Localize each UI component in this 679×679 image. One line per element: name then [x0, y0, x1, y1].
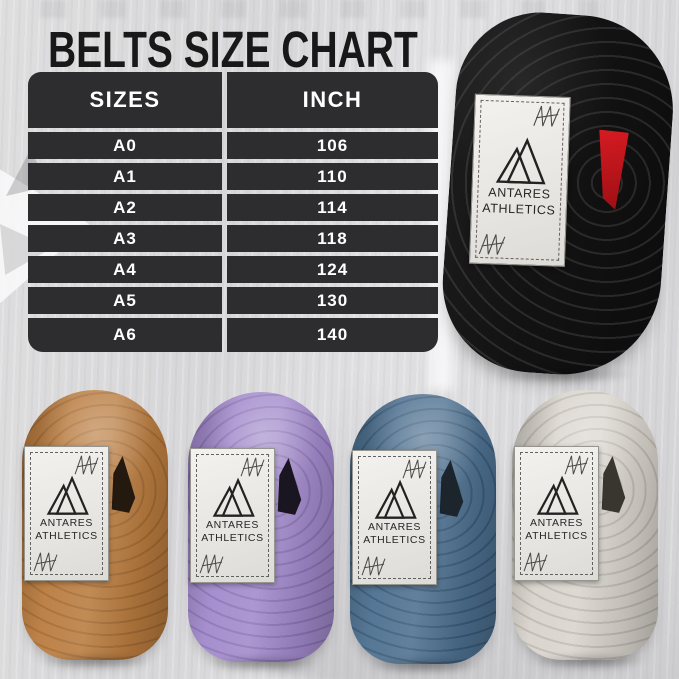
brand-name-line2: ATHLETICS: [525, 530, 588, 543]
brand-label: ANTARES ATHLETICS: [514, 446, 599, 581]
belt-shadow: [40, 652, 152, 670]
white-belt-roll: ANTARES ATHLETICS: [512, 390, 658, 660]
antares-logo-icon: [374, 479, 417, 519]
brand-name-line2: ATHLETICS: [201, 532, 264, 545]
brand-label: ANTARES ATHLETICS: [24, 446, 109, 581]
purple-belt-roll: ANTARES ATHLETICS: [188, 392, 334, 662]
belt-shadow: [532, 652, 648, 670]
brand-name-line2: ATHLETICS: [363, 534, 426, 547]
red-belt-accent: [593, 130, 629, 210]
brand-label: ANTARES ATHLETICS: [468, 93, 571, 267]
brand-name-line2: ATHLETICS: [35, 530, 98, 543]
stitch-scribble-icon: [402, 459, 427, 479]
belt-roll-hole: [111, 456, 136, 513]
belt-shadow: [495, 366, 635, 384]
table-cell-inch: 114: [227, 194, 438, 221]
antares-logo-icon: [536, 475, 579, 515]
stitch-scribble-icon: [533, 105, 560, 127]
column-header-inch: INCH: [227, 72, 438, 128]
table-cell-inch: 124: [227, 256, 438, 283]
black-belt-roll: ANTARES ATHLETICS: [436, 6, 679, 382]
brand-name-line2: ATHLETICS: [482, 200, 556, 218]
table-cell-size: A5: [28, 287, 222, 314]
brand-label: ANTARES ATHLETICS: [190, 448, 275, 583]
page-title: BELTS SIZE CHART: [48, 20, 418, 79]
stitch-scribble-icon: [199, 554, 224, 574]
stitch-scribble-icon: [240, 457, 265, 477]
belt-shadow: [368, 656, 480, 674]
table-cell-inch: 106: [227, 132, 438, 159]
stitch-scribble-icon: [74, 455, 99, 475]
table-cell-size: A0: [28, 132, 222, 159]
belt-roll-hole: [601, 456, 626, 513]
table-cell-size: A1: [28, 163, 222, 190]
table-cell-size: A3: [28, 225, 222, 252]
antares-logo-icon: [495, 137, 546, 185]
belt-roll-hole: [439, 460, 464, 517]
brand-label: ANTARES ATHLETICS: [352, 450, 437, 585]
brown-belt-roll: ANTARES ATHLETICS: [22, 390, 168, 660]
table-cell-inch: 130: [227, 287, 438, 314]
brand-name-line1: ANTARES: [205, 519, 259, 531]
brand-name-line1: ANTARES: [39, 517, 93, 529]
stitch-scribble-icon: [478, 233, 506, 255]
table-cell-inch: 110: [227, 163, 438, 190]
table-cell-size: A6: [28, 318, 222, 352]
brand-name-line1: ANTARES: [488, 185, 551, 202]
blue-belt-roll: ANTARES ATHLETICS: [350, 394, 496, 664]
antares-logo-icon: [46, 475, 89, 515]
antares-logo-icon: [212, 477, 255, 517]
table-cell-size: A2: [28, 194, 222, 221]
column-header-sizes: SIZES: [28, 72, 222, 128]
stitch-scribble-icon: [523, 552, 548, 572]
belt-roll-hole: [277, 458, 302, 515]
table-cell-inch: 140: [227, 318, 438, 352]
stitch-scribble-icon: [564, 455, 589, 475]
brand-name-line1: ANTARES: [529, 517, 583, 529]
background-top-smudge: [40, 0, 600, 18]
stitch-scribble-icon: [33, 552, 58, 572]
table-cell-size: A4: [28, 256, 222, 283]
table-cell-inch: 118: [227, 225, 438, 252]
size-table: SIZES INCH A0 106 A1 110 A2 114 A3 118 A…: [28, 72, 438, 352]
brand-name-line1: ANTARES: [367, 521, 421, 533]
stitch-scribble-icon: [361, 556, 386, 576]
belt-shadow: [206, 654, 318, 672]
